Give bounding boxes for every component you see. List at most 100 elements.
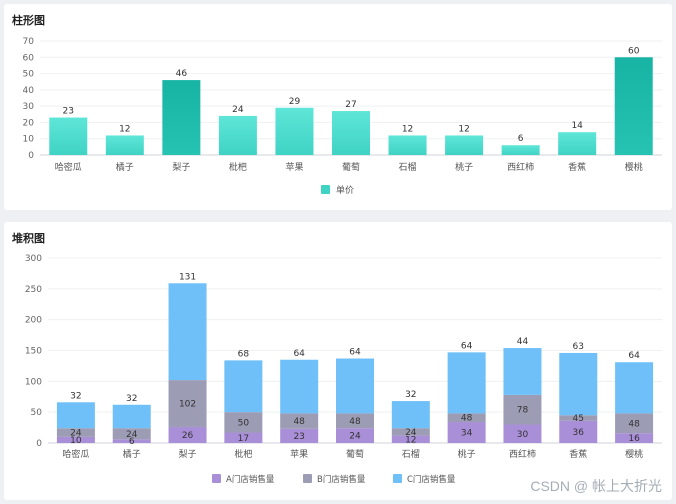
bar-value-label: 24 [232, 105, 244, 115]
y-tick-label: 10 [23, 135, 35, 145]
legend-swatch [321, 185, 330, 194]
x-tick-label: 枇杷 [229, 161, 247, 173]
total-label: 32 [70, 391, 81, 401]
bar [162, 80, 201, 155]
y-tick-label: 0 [36, 439, 42, 449]
stack-segment-c [447, 352, 486, 414]
x-tick-label: 石榴 [402, 448, 420, 460]
segment-label-a: 34 [461, 429, 473, 439]
bar-value-label: 60 [628, 46, 640, 56]
legend-label: 单价 [336, 184, 354, 196]
stack-segment-b [559, 415, 598, 421]
stack-segment-a [280, 428, 319, 443]
stack-segment-c [615, 362, 654, 414]
y-tick-label: 50 [23, 70, 35, 80]
x-tick-label: 樱桃 [625, 448, 643, 460]
bar [49, 117, 88, 155]
bar-value-label: 12 [119, 124, 130, 134]
segment-label-b: 48 [628, 419, 640, 429]
stack-segment-b [391, 428, 430, 436]
stack-segment-a [336, 428, 374, 443]
total-label: 32 [405, 390, 416, 400]
segment-label-a: 36 [573, 428, 585, 438]
stack-segment-a [56, 436, 95, 443]
stack-segment-a [224, 432, 263, 443]
y-tick-label: 70 [23, 37, 35, 47]
total-label: 64 [628, 351, 640, 361]
stack-segment-c [280, 359, 319, 414]
y-tick-label: 30 [23, 102, 35, 112]
segment-label-a: 16 [628, 434, 640, 444]
y-tick-label: 300 [25, 254, 42, 264]
stack-segment-c [503, 348, 542, 395]
x-tick-label: 枇杷 [234, 448, 252, 460]
total-label: 32 [126, 394, 137, 404]
segment-label-b: 45 [573, 414, 584, 424]
stack-segment-c [168, 283, 207, 381]
stack-segment-c [56, 402, 95, 429]
x-tick-label: 苹果 [290, 448, 308, 460]
x-tick-label: 西红柿 [507, 161, 534, 173]
stack-segment-c [112, 404, 151, 429]
stack-segment-c [559, 352, 598, 416]
x-tick-label: 苹果 [285, 161, 303, 173]
y-tick-label: 150 [25, 347, 42, 357]
watermark: CSDN @ 帐上大折光 [530, 478, 662, 494]
total-label: 44 [517, 337, 529, 347]
segment-label-b: 24 [405, 428, 417, 438]
segment-label-a: 26 [182, 431, 194, 441]
y-tick-label: 20 [23, 118, 35, 128]
legend-label: B门店销售量 [317, 474, 366, 485]
stack-segment-b [615, 413, 654, 434]
y-tick-label: 250 [25, 285, 42, 295]
x-tick-label: 樱桃 [625, 161, 643, 173]
x-tick-label: 橘子 [123, 449, 141, 460]
x-tick-label: 哈密瓜 [62, 448, 89, 460]
total-label: 131 [179, 272, 196, 282]
segment-label-a: 6 [129, 437, 135, 447]
bar [558, 132, 597, 155]
bar [332, 111, 370, 155]
segment-label-b: 24 [70, 429, 82, 439]
bar [614, 57, 653, 155]
stack-segment-c [391, 401, 430, 429]
bar-value-label: 29 [289, 97, 301, 107]
stack-segment-b [112, 428, 151, 440]
stack-segment-a [559, 420, 598, 443]
y-tick-label: 100 [25, 377, 42, 387]
x-tick-label: 香蕉 [568, 161, 586, 173]
y-tick-label: 0 [28, 151, 34, 161]
total-label: 68 [238, 349, 250, 359]
bar [275, 107, 314, 155]
segment-label-b: 48 [349, 417, 361, 427]
y-tick-label: 60 [23, 53, 35, 63]
bar-value-label: 27 [345, 100, 356, 110]
stack-segment-c [224, 360, 263, 413]
x-tick-label: 桃子 [455, 161, 473, 173]
x-tick-label: 橘子 [116, 162, 134, 173]
segment-label-b: 24 [126, 430, 138, 440]
legend-label: A门店销售量 [226, 474, 275, 485]
x-tick-label: 桃子 [458, 448, 476, 460]
x-tick-label: 哈密瓜 [55, 161, 82, 173]
stack-segment-a [447, 422, 486, 443]
stacked-chart-svg: 050100150200250300102432哈密瓜62432橘子261021… [25, 254, 662, 485]
total-label: 64 [349, 348, 361, 358]
stack-segment-b [56, 428, 95, 437]
stack-segment-a [168, 426, 207, 443]
bar-value-label: 12 [458, 124, 469, 134]
stack-segment-c [336, 358, 374, 414]
legend-swatch [303, 474, 312, 483]
x-tick-label: 葡萄 [342, 161, 360, 173]
stack-segment-a [112, 439, 151, 443]
stacked-chart-title: 堆积图 [12, 232, 45, 245]
legend-swatch [393, 474, 402, 483]
stack-segment-a [391, 435, 430, 443]
stacked-chart-card: 堆积图 0 50 100 150 200 250 300 10 24 32 哈密瓜 6 24 32 橘子 26… [4, 222, 672, 500]
legend-swatch [212, 474, 221, 483]
stack-segment-b [168, 380, 207, 427]
bar-chart-svg: 0 10 20 30 40 50 60 70 23 哈密瓜 12 橘子 46 梨子 24 枇杷 29 苹果 27 葡萄… [23, 37, 662, 196]
x-tick-label: 石榴 [399, 161, 417, 173]
stack-segment-a [503, 424, 542, 443]
segment-label-b: 48 [461, 414, 473, 424]
